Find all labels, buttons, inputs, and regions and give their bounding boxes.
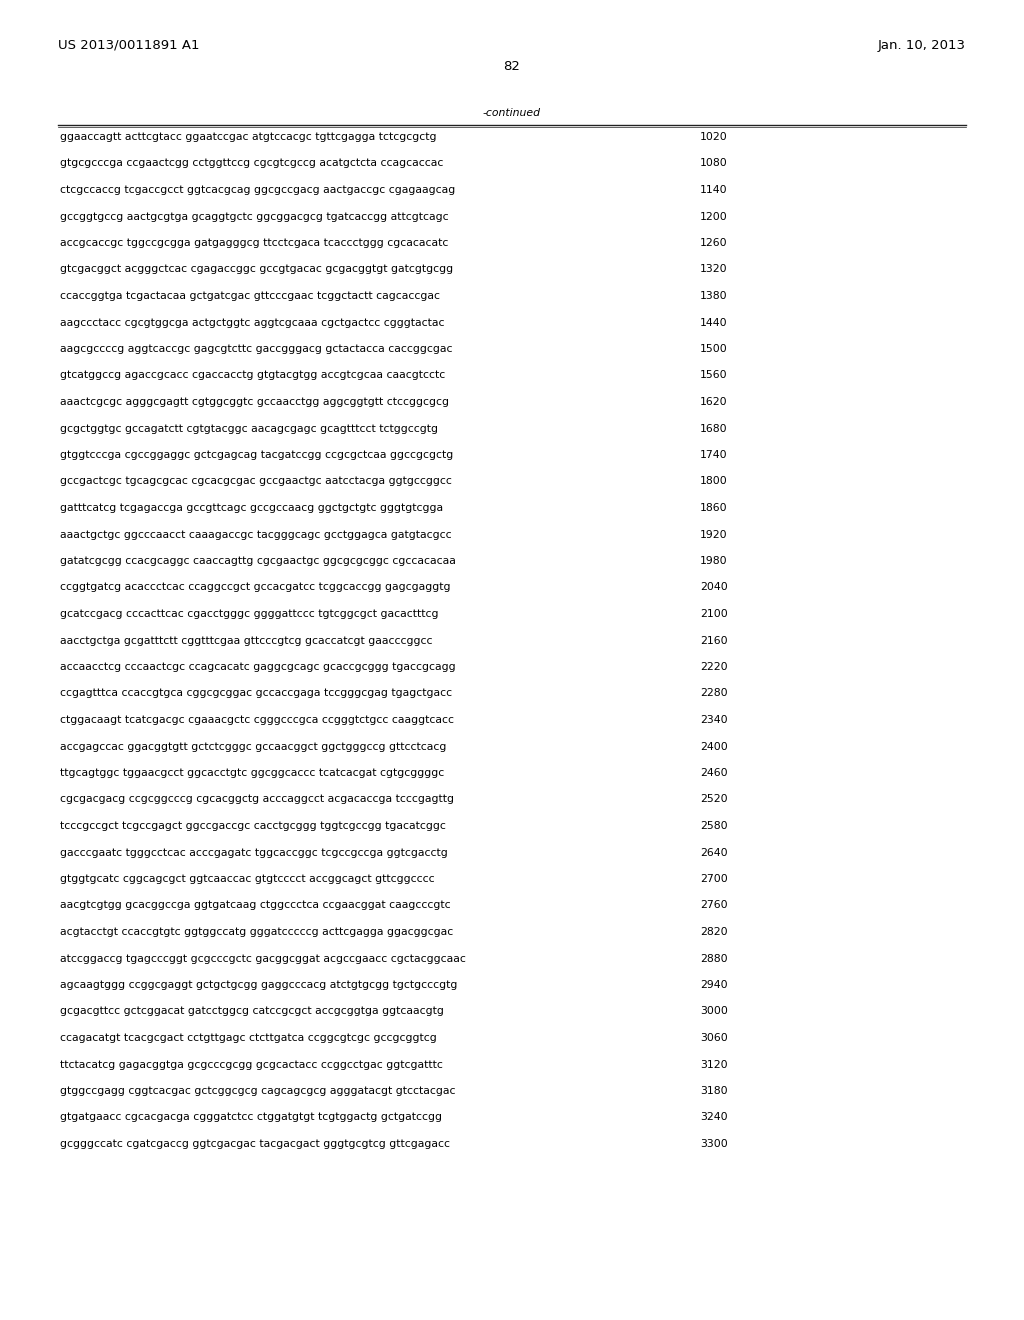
Text: 2820: 2820 <box>700 927 728 937</box>
Text: 2640: 2640 <box>700 847 728 858</box>
Text: ttctacatcg gagacggtga gcgcccgcgg gcgcactacc ccggcctgac ggtcgatttc: ttctacatcg gagacggtga gcgcccgcgg gcgcact… <box>60 1060 442 1069</box>
Text: atccggaccg tgagcccggt gcgcccgctc gacggcggat acgccgaacc cgctacggcaac: atccggaccg tgagcccggt gcgcccgctc gacggcg… <box>60 953 466 964</box>
Text: 2040: 2040 <box>700 582 728 593</box>
Text: accgcaccgc tggccgcgga gatgagggcg ttcctcgaca tcaccctggg cgcacacatc: accgcaccgc tggccgcgga gatgagggcg ttcctcg… <box>60 238 449 248</box>
Text: 1680: 1680 <box>700 424 728 433</box>
Text: 3240: 3240 <box>700 1113 728 1122</box>
Text: 1920: 1920 <box>700 529 728 540</box>
Text: ggaaccagtt acttcgtacc ggaatccgac atgtccacgc tgttcgagga tctcgcgctg: ggaaccagtt acttcgtacc ggaatccgac atgtcca… <box>60 132 436 143</box>
Text: 1620: 1620 <box>700 397 728 407</box>
Text: 3060: 3060 <box>700 1034 728 1043</box>
Text: 1080: 1080 <box>700 158 728 169</box>
Text: 1800: 1800 <box>700 477 728 487</box>
Text: ccaccggtga tcgactacaa gctgatcgac gttcccgaac tcggctactt cagcaccgac: ccaccggtga tcgactacaa gctgatcgac gttcccg… <box>60 290 440 301</box>
Text: 2520: 2520 <box>700 795 728 804</box>
Text: aagcgccccg aggtcaccgc gagcgtcttc gaccgggacg gctactacca caccggcgac: aagcgccccg aggtcaccgc gagcgtcttc gaccggg… <box>60 345 453 354</box>
Text: 2160: 2160 <box>700 635 728 645</box>
Text: 2100: 2100 <box>700 609 728 619</box>
Text: -continued: -continued <box>483 108 541 117</box>
Text: gtggtcccga cgccggaggc gctcgagcag tacgatccgg ccgcgctcaa ggccgcgctg: gtggtcccga cgccggaggc gctcgagcag tacgatc… <box>60 450 454 459</box>
Text: 2880: 2880 <box>700 953 728 964</box>
Text: gatatcgcgg ccacgcaggc caaccagttg cgcgaactgc ggcgcgcggc cgccacacaa: gatatcgcgg ccacgcaggc caaccagttg cgcgaac… <box>60 556 456 566</box>
Text: gtgcgcccga ccgaactcgg cctggttccg cgcgtcgccg acatgctcta ccagcaccac: gtgcgcccga ccgaactcgg cctggttccg cgcgtcg… <box>60 158 443 169</box>
Text: 3300: 3300 <box>700 1139 728 1148</box>
Text: gtgatgaacc cgcacgacga cgggatctcc ctggatgtgt tcgtggactg gctgatccgg: gtgatgaacc cgcacgacga cgggatctcc ctggatg… <box>60 1113 442 1122</box>
Text: gcgggccatc cgatcgaccg ggtcgacgac tacgacgact gggtgcgtcg gttcgagacc: gcgggccatc cgatcgaccg ggtcgacgac tacgacg… <box>60 1139 450 1148</box>
Text: gatttcatcg tcgagaccga gccgttcagc gccgccaacg ggctgctgtc gggtgtcgga: gatttcatcg tcgagaccga gccgttcagc gccgcca… <box>60 503 443 513</box>
Text: accgagccac ggacggtgtt gctctcgggc gccaacggct ggctgggccg gttcctcacg: accgagccac ggacggtgtt gctctcgggc gccaacg… <box>60 742 446 751</box>
Text: 3120: 3120 <box>700 1060 728 1069</box>
Text: 1260: 1260 <box>700 238 728 248</box>
Text: 1860: 1860 <box>700 503 728 513</box>
Text: aaactgctgc ggcccaacct caaagaccgc tacgggcagc gcctggagca gatgtacgcc: aaactgctgc ggcccaacct caaagaccgc tacgggc… <box>60 529 452 540</box>
Text: ctcgccaccg tcgaccgcct ggtcacgcag ggcgccgacg aactgaccgc cgagaagcag: ctcgccaccg tcgaccgcct ggtcacgcag ggcgccg… <box>60 185 456 195</box>
Text: 1500: 1500 <box>700 345 728 354</box>
Text: gcatccgacg cccacttcac cgacctgggc ggggattccc tgtcggcgct gacactttcg: gcatccgacg cccacttcac cgacctgggc ggggatt… <box>60 609 438 619</box>
Text: ccgagtttca ccaccgtgca cggcgcggac gccaccgaga tccgggcgag tgagctgacc: ccgagtttca ccaccgtgca cggcgcggac gccaccg… <box>60 689 453 698</box>
Text: ccggtgatcg acaccctcac ccaggccgct gccacgatcc tcggcaccgg gagcgaggtg: ccggtgatcg acaccctcac ccaggccgct gccacga… <box>60 582 451 593</box>
Text: gtggccgagg cggtcacgac gctcggcgcg cagcagcgcg agggatacgt gtcctacgac: gtggccgagg cggtcacgac gctcggcgcg cagcagc… <box>60 1086 456 1096</box>
Text: gacccgaatc tgggcctcac acccgagatc tggcaccggc tcgccgccga ggtcgacctg: gacccgaatc tgggcctcac acccgagatc tggcacc… <box>60 847 447 858</box>
Text: gtggtgcatc cggcagcgct ggtcaaccac gtgtcccct accggcagct gttcggcccc: gtggtgcatc cggcagcgct ggtcaaccac gtgtccc… <box>60 874 434 884</box>
Text: gcgctggtgc gccagatctt cgtgtacggc aacagcgagc gcagtttcct tctggccgtg: gcgctggtgc gccagatctt cgtgtacggc aacagcg… <box>60 424 438 433</box>
Text: 2280: 2280 <box>700 689 728 698</box>
Text: 2460: 2460 <box>700 768 728 777</box>
Text: 3000: 3000 <box>700 1006 728 1016</box>
Text: agcaagtggg ccggcgaggt gctgctgcgg gaggcccacg atctgtgcgg tgctgcccgtg: agcaagtggg ccggcgaggt gctgctgcgg gaggccc… <box>60 979 458 990</box>
Text: 2580: 2580 <box>700 821 728 832</box>
Text: ttgcagtggc tggaacgcct ggcacctgtc ggcggcaccc tcatcacgat cgtgcggggc: ttgcagtggc tggaacgcct ggcacctgtc ggcggca… <box>60 768 444 777</box>
Text: gtcatggccg agaccgcacc cgaccacctg gtgtacgtgg accgtcgcaa caacgtcctc: gtcatggccg agaccgcacc cgaccacctg gtgtacg… <box>60 371 445 380</box>
Text: gccgactcgc tgcagcgcac cgcacgcgac gccgaactgc aatcctacga ggtgccggcc: gccgactcgc tgcagcgcac cgcacgcgac gccgaac… <box>60 477 452 487</box>
Text: 82: 82 <box>504 61 520 74</box>
Text: 2400: 2400 <box>700 742 728 751</box>
Text: ctggacaagt tcatcgacgc cgaaacgctc cgggcccgca ccgggtctgcc caaggtcacc: ctggacaagt tcatcgacgc cgaaacgctc cgggccc… <box>60 715 454 725</box>
Text: 2760: 2760 <box>700 900 728 911</box>
Text: Jan. 10, 2013: Jan. 10, 2013 <box>878 38 966 51</box>
Text: aacctgctga gcgatttctt cggtttcgaa gttcccgtcg gcaccatcgt gaacccggcc: aacctgctga gcgatttctt cggtttcgaa gttcccg… <box>60 635 432 645</box>
Text: 2700: 2700 <box>700 874 728 884</box>
Text: aagccctacc cgcgtggcga actgctggtc aggtcgcaaa cgctgactcc cgggtactac: aagccctacc cgcgtggcga actgctggtc aggtcgc… <box>60 318 444 327</box>
Text: 3180: 3180 <box>700 1086 728 1096</box>
Text: 1560: 1560 <box>700 371 728 380</box>
Text: tcccgccgct tcgccgagct ggccgaccgc cacctgcggg tggtcgccgg tgacatcggc: tcccgccgct tcgccgagct ggccgaccgc cacctgc… <box>60 821 445 832</box>
Text: 1020: 1020 <box>700 132 728 143</box>
Text: 1320: 1320 <box>700 264 728 275</box>
Text: 2220: 2220 <box>700 663 728 672</box>
Text: 2340: 2340 <box>700 715 728 725</box>
Text: aacgtcgtgg gcacggccga ggtgatcaag ctggccctca ccgaacggat caagcccgtc: aacgtcgtgg gcacggccga ggtgatcaag ctggccc… <box>60 900 451 911</box>
Text: accaacctcg cccaactcgc ccagcacatc gaggcgcagc gcaccgcggg tgaccgcagg: accaacctcg cccaactcgc ccagcacatc gaggcgc… <box>60 663 456 672</box>
Text: gtcgacggct acgggctcac cgagaccggc gccgtgacac gcgacggtgt gatcgtgcgg: gtcgacggct acgggctcac cgagaccggc gccgtga… <box>60 264 454 275</box>
Text: 1380: 1380 <box>700 290 728 301</box>
Text: 1980: 1980 <box>700 556 728 566</box>
Text: aaactcgcgc agggcgagtt cgtggcggtc gccaacctgg aggcggtgtt ctccggcgcg: aaactcgcgc agggcgagtt cgtggcggtc gccaacc… <box>60 397 449 407</box>
Text: gccggtgccg aactgcgtga gcaggtgctc ggcggacgcg tgatcaccgg attcgtcagc: gccggtgccg aactgcgtga gcaggtgctc ggcggac… <box>60 211 449 222</box>
Text: US 2013/0011891 A1: US 2013/0011891 A1 <box>58 38 200 51</box>
Text: ccagacatgt tcacgcgact cctgttgagc ctcttgatca ccggcgtcgc gccgcggtcg: ccagacatgt tcacgcgact cctgttgagc ctcttga… <box>60 1034 437 1043</box>
Text: gcgacgttcc gctcggacat gatcctggcg catccgcgct accgcggtga ggtcaacgtg: gcgacgttcc gctcggacat gatcctggcg catccgc… <box>60 1006 443 1016</box>
Text: acgtacctgt ccaccgtgtc ggtggccatg gggatcccccg acttcgagga ggacggcgac: acgtacctgt ccaccgtgtc ggtggccatg gggatcc… <box>60 927 454 937</box>
Text: cgcgacgacg ccgcggcccg cgcacggctg acccaggcct acgacaccga tcccgagttg: cgcgacgacg ccgcggcccg cgcacggctg acccagg… <box>60 795 454 804</box>
Text: 1740: 1740 <box>700 450 728 459</box>
Text: 1200: 1200 <box>700 211 728 222</box>
Text: 1440: 1440 <box>700 318 728 327</box>
Text: 2940: 2940 <box>700 979 728 990</box>
Text: 1140: 1140 <box>700 185 728 195</box>
